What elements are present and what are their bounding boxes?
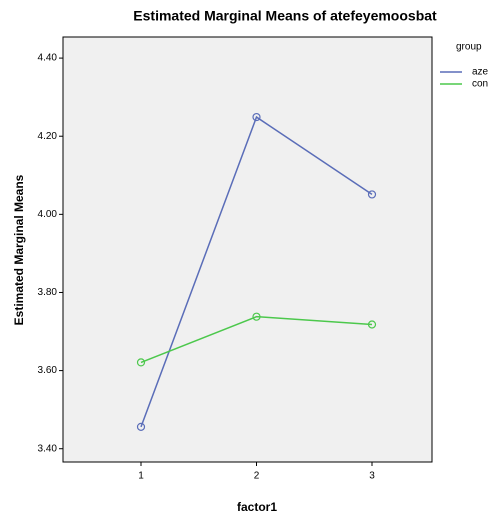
y-tick-label: 3.40: [38, 443, 58, 454]
y-tick-label: 4.40: [38, 53, 58, 64]
point: [252, 312, 261, 321]
y-tick-label: 3.60: [38, 365, 58, 376]
plot-area: [62, 36, 433, 463]
y-axis-title: Estimated Marginal Means: [12, 174, 26, 325]
point: [367, 190, 377, 199]
legend-label: con: [472, 79, 488, 90]
y-tick-label: 3.80: [38, 287, 58, 298]
x-axis-title: factor1: [237, 500, 277, 514]
point: [367, 320, 377, 329]
legend-title: group: [456, 42, 482, 53]
series-line: [140, 115, 373, 428]
x-tick-label: 2: [254, 471, 260, 482]
legend-label: aze: [472, 67, 489, 78]
chart-title: Estimated Marginal Means of atefeyemoosb…: [133, 8, 437, 24]
series-line: [140, 315, 373, 364]
y-tick-label: 4.00: [38, 209, 58, 220]
x-tick-label: 3: [369, 471, 375, 482]
y-tick-label: 4.20: [38, 131, 58, 142]
point: [252, 112, 261, 122]
point: [136, 422, 146, 431]
point: [136, 358, 146, 367]
x-tick-label: 1: [138, 471, 144, 482]
